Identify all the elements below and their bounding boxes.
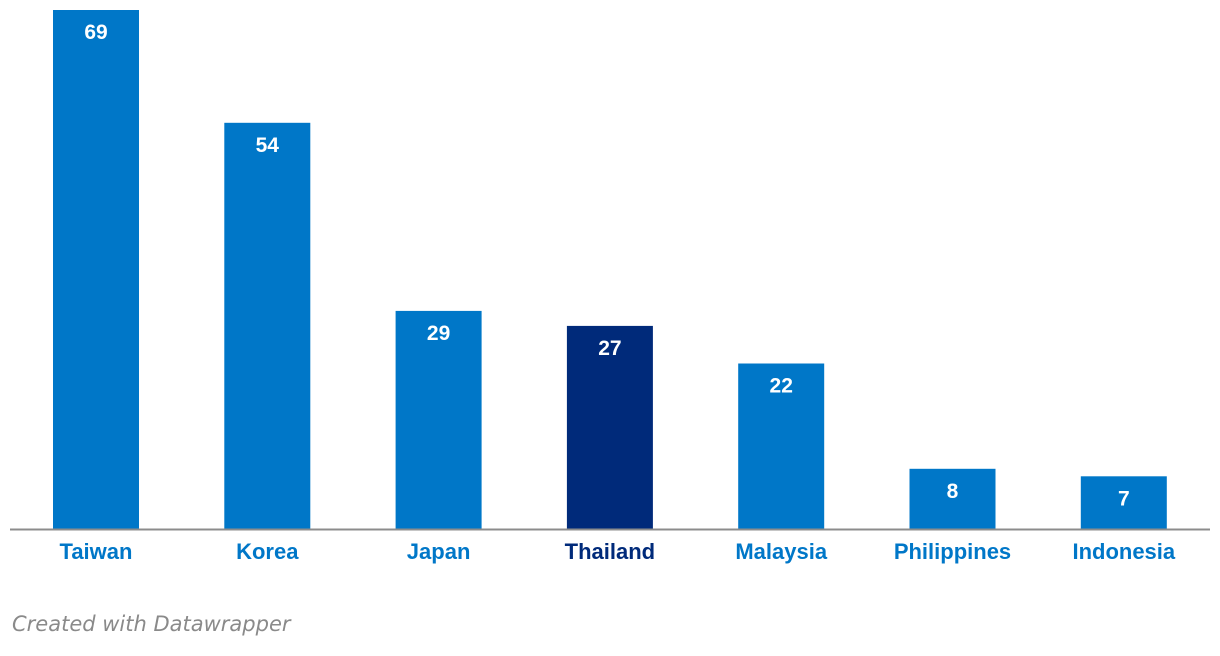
category-label-indonesia: Indonesia — [1072, 539, 1175, 564]
bar-malaysia — [738, 363, 825, 529]
category-label-malaysia: Malaysia — [735, 539, 827, 564]
value-label-malaysia: 22 — [770, 375, 793, 398]
bar-japan — [395, 310, 482, 529]
bar-thailand — [566, 325, 653, 529]
bar-indonesia — [1080, 476, 1167, 529]
value-label-thailand: 27 — [598, 337, 621, 360]
value-label-korea: 54 — [256, 134, 280, 157]
category-label-japan: Japan — [407, 539, 471, 564]
category-label-thailand: Thailand — [565, 539, 655, 564]
value-label-taiwan: 69 — [84, 21, 107, 44]
bar-taiwan — [53, 10, 139, 529]
category-label-taiwan: Taiwan — [60, 539, 133, 564]
category-label-philippines: Philippines — [894, 539, 1011, 564]
bar-korea — [224, 122, 311, 530]
value-label-philippines: 8 — [947, 480, 959, 503]
value-label-indonesia: 7 — [1118, 487, 1130, 510]
credit-text: Created with Datawrapper — [12, 612, 291, 636]
value-label-japan: 29 — [427, 322, 450, 345]
bars — [53, 10, 1167, 530]
bar-philippines — [909, 468, 996, 529]
bar-chart: 69 54 29 27 22 8 7 Taiwan Korea Japan Thailand Mal… — [10, 10, 1210, 564]
category-labels: Taiwan Korea Japan Thailand Malaysia Philippi… — [60, 539, 1176, 564]
category-label-korea: Korea — [236, 539, 299, 564]
value-labels: 69 54 29 27 22 8 7 — [84, 21, 1129, 510]
